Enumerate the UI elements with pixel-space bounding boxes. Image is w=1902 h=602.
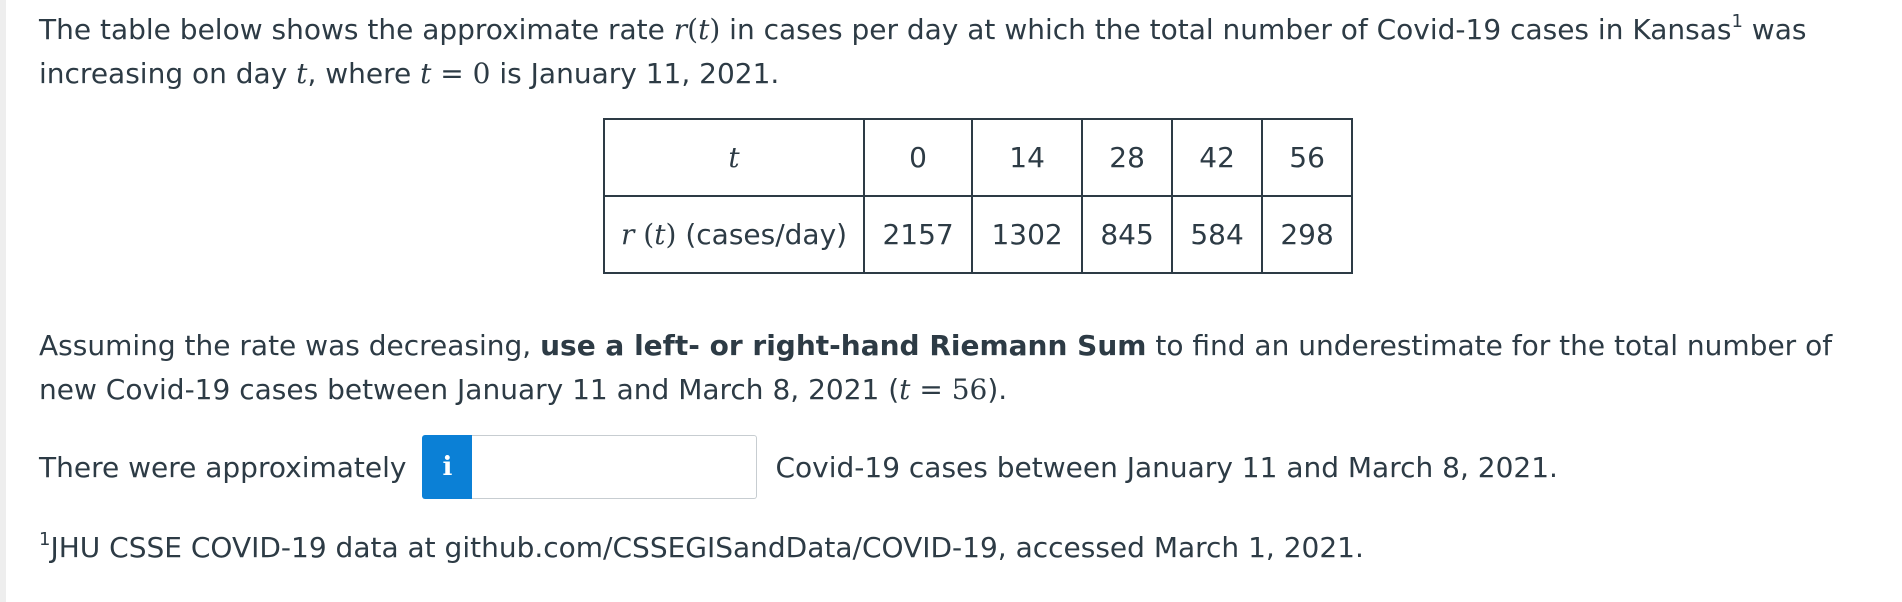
question-var-t: t <box>899 373 911 406</box>
answer-prefix-text: There were approximately <box>39 450 407 484</box>
footnote-reference: 1 <box>1731 10 1743 32</box>
t-value-cell: 42 <box>1171 118 1264 197</box>
rate-value-cell: 845 <box>1081 195 1174 274</box>
rate-value-cell: 298 <box>1261 195 1354 274</box>
t-label: t <box>728 141 740 174</box>
intro-text-1: The table below shows the approximate ra… <box>39 13 674 46</box>
answer-input[interactable] <box>472 435 758 499</box>
variable-t: t <box>296 57 308 90</box>
rate-function-symbol: r <box>673 13 688 46</box>
t-value-cell: 0 <box>863 118 974 197</box>
table-row-t: t 0 14 28 42 56 <box>602 118 1354 197</box>
question-paragraph: Assuming the rate was decreasing, use a … <box>39 324 1889 412</box>
answer-row: There were approximately i Covid-19 case… <box>39 434 1558 500</box>
t-value-cell: 28 <box>1081 118 1174 197</box>
info-icon[interactable]: i <box>422 435 473 499</box>
equation-zero: 0 <box>472 57 491 90</box>
t-value-cell: 56 <box>1261 118 1354 197</box>
table-row-rate: r (t) (cases/day) 2157 1302 845 584 298 <box>602 195 1354 274</box>
footnote-mark: 1 <box>39 528 51 550</box>
rate-value-cell: 2157 <box>863 195 974 274</box>
answer-suffix-text: Covid-19 cases between January 11 and Ma… <box>775 450 1558 484</box>
intro-paragraph: The table below shows the approximate ra… <box>39 8 1889 96</box>
intro-text-4: , where <box>307 57 421 90</box>
table-header-rate: r (t) (cases/day) <box>602 195 866 274</box>
question-value: 56 <box>951 373 988 406</box>
question-bold-instruction: use a left- or right-hand Riemann Sum <box>540 329 1147 362</box>
question-equals: = <box>910 373 952 406</box>
rate-function-arg: (t) <box>687 13 721 46</box>
table-header-t: t <box>602 118 866 197</box>
rate-symbol: r <box>621 218 635 251</box>
rate-value-cell: 1302 <box>971 195 1084 274</box>
intro-text-3: was increasing on day <box>39 13 1807 90</box>
left-margin-rule <box>0 0 6 602</box>
rate-arg: (t) <box>643 218 677 251</box>
question-text-3: ). <box>987 373 1008 406</box>
footnote-text: JHU CSSE COVID-19 data at github.com/CSS… <box>50 531 1364 564</box>
rate-unit: (cases/day) <box>676 218 848 251</box>
rate-table: t 0 14 28 42 56 r (t) (cases/day) 2157 1… <box>602 118 1354 274</box>
intro-text-2: in cases per day at which the total numb… <box>720 13 1732 46</box>
footnote: 1JHU CSSE COVID-19 data at github.com/CS… <box>39 526 1364 570</box>
rate-value-cell: 584 <box>1171 195 1264 274</box>
equation-equals: = <box>431 57 473 90</box>
equation-var-t: t <box>420 57 432 90</box>
question-text-1: Assuming the rate was decreasing, <box>39 329 541 362</box>
rate-function-arg-var: t <box>698 13 710 46</box>
intro-text-5: is January 11, 2021. <box>490 57 780 90</box>
question-text-2: to find an underestimate for the total n… <box>39 329 1833 406</box>
t-value-cell: 14 <box>971 118 1084 197</box>
rate-arg-var: t <box>654 218 666 251</box>
